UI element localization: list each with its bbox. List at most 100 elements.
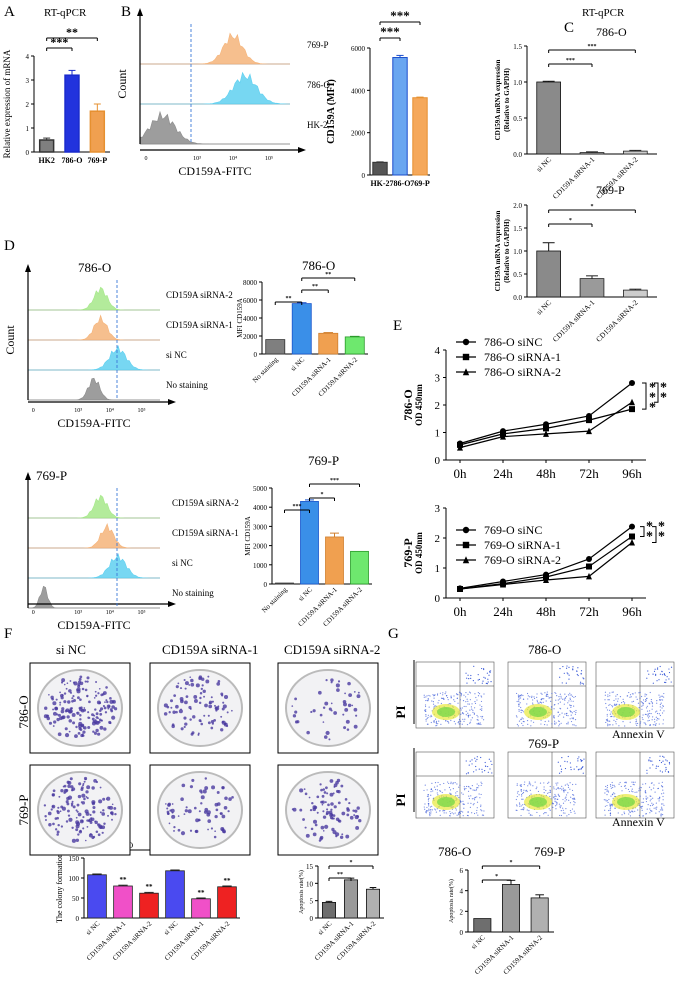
event-dot — [642, 783, 644, 785]
header-d-bottom: 769-P — [36, 468, 67, 483]
event-dot — [559, 814, 561, 817]
colony — [204, 786, 209, 790]
event-dot — [521, 795, 523, 797]
x-axis-title: CD159A-FITC — [178, 164, 251, 178]
colony — [340, 784, 344, 788]
event-dot — [663, 804, 665, 806]
event-dot — [606, 715, 608, 717]
x-tick-label: 786-O — [390, 179, 411, 188]
colony — [89, 833, 92, 836]
event-dot — [521, 798, 523, 800]
histogram-fill — [28, 314, 160, 341]
y-tick-label: 2 — [26, 101, 30, 109]
colony — [330, 709, 333, 712]
colony — [83, 797, 86, 801]
colony — [110, 709, 114, 713]
event-dot — [570, 700, 572, 702]
event-dot — [642, 704, 644, 706]
sig-label: *** — [330, 478, 339, 484]
event-dot — [608, 724, 610, 726]
event-dot — [444, 693, 446, 695]
x-tick-label: CD159A siRNA-1 — [551, 155, 597, 201]
bar — [473, 918, 492, 933]
event-dot — [555, 798, 557, 800]
colony — [63, 791, 66, 794]
x-tick-label: 786-O — [62, 156, 83, 165]
event-dot — [434, 809, 437, 811]
event-dot — [641, 805, 644, 807]
sig-label: ** — [325, 272, 331, 278]
event-dot — [439, 790, 441, 792]
colony — [324, 801, 327, 804]
event-dot — [604, 792, 606, 794]
plate-col-label-3: CD159A siRNA-2 — [284, 642, 380, 657]
colony — [320, 788, 323, 792]
event-dot — [561, 757, 563, 759]
event-dot — [545, 700, 547, 702]
track-label: HK-2 — [307, 120, 328, 130]
colony — [200, 795, 205, 800]
event-dot — [604, 699, 606, 701]
event-dot — [522, 791, 525, 794]
y-tick-label: 0 — [362, 172, 366, 180]
event-dot — [559, 667, 561, 670]
event-dot — [570, 706, 572, 708]
colony — [52, 725, 55, 727]
event-dot — [562, 787, 564, 789]
colony — [343, 726, 347, 730]
colony — [61, 707, 65, 711]
colony — [339, 835, 344, 839]
colony — [86, 825, 89, 828]
event-dot — [449, 813, 452, 815]
event-dot — [458, 721, 460, 723]
event-dot — [543, 791, 545, 794]
event-dot — [666, 676, 668, 678]
colony — [65, 687, 68, 690]
event-dot — [540, 702, 543, 704]
sig-bracket — [652, 526, 657, 543]
event-dot — [572, 700, 574, 702]
event-dot — [639, 691, 641, 693]
event-dot — [557, 761, 559, 763]
event-dot — [479, 704, 481, 706]
event-dot — [567, 792, 569, 794]
colony — [320, 825, 325, 830]
event-dot — [536, 700, 538, 703]
event-dot — [480, 695, 482, 697]
marker-triangle — [462, 556, 470, 564]
x-tick-label: 24h — [493, 466, 513, 481]
colony — [354, 809, 358, 813]
event-dot — [581, 759, 583, 762]
colony — [202, 789, 207, 794]
bar — [344, 336, 365, 355]
colony — [199, 696, 202, 700]
event-dot — [523, 808, 525, 810]
event-dot — [571, 712, 574, 714]
event-dot — [523, 806, 525, 809]
event-dot — [572, 783, 574, 786]
colony — [87, 716, 90, 719]
event-dot — [465, 787, 467, 790]
event-dot — [664, 674, 666, 676]
marker-square — [586, 417, 592, 424]
event-dot — [639, 806, 642, 808]
event-dot — [456, 814, 458, 816]
histogram-fill — [28, 553, 160, 579]
event-dot — [477, 691, 479, 694]
event-dot — [547, 782, 549, 784]
colony — [92, 730, 95, 733]
colony — [48, 823, 52, 827]
event-dot — [565, 799, 568, 801]
event-dot — [519, 702, 521, 704]
y-tick-label: 2000 — [253, 543, 268, 551]
event-dot — [604, 805, 606, 807]
colony — [183, 716, 187, 720]
event-dot — [560, 771, 562, 773]
y-axis-title-2: 786-O — [401, 389, 415, 420]
density-core-inner — [529, 707, 547, 717]
colony — [177, 828, 181, 832]
colony — [200, 802, 203, 805]
colony — [52, 822, 55, 826]
colony — [173, 829, 175, 832]
